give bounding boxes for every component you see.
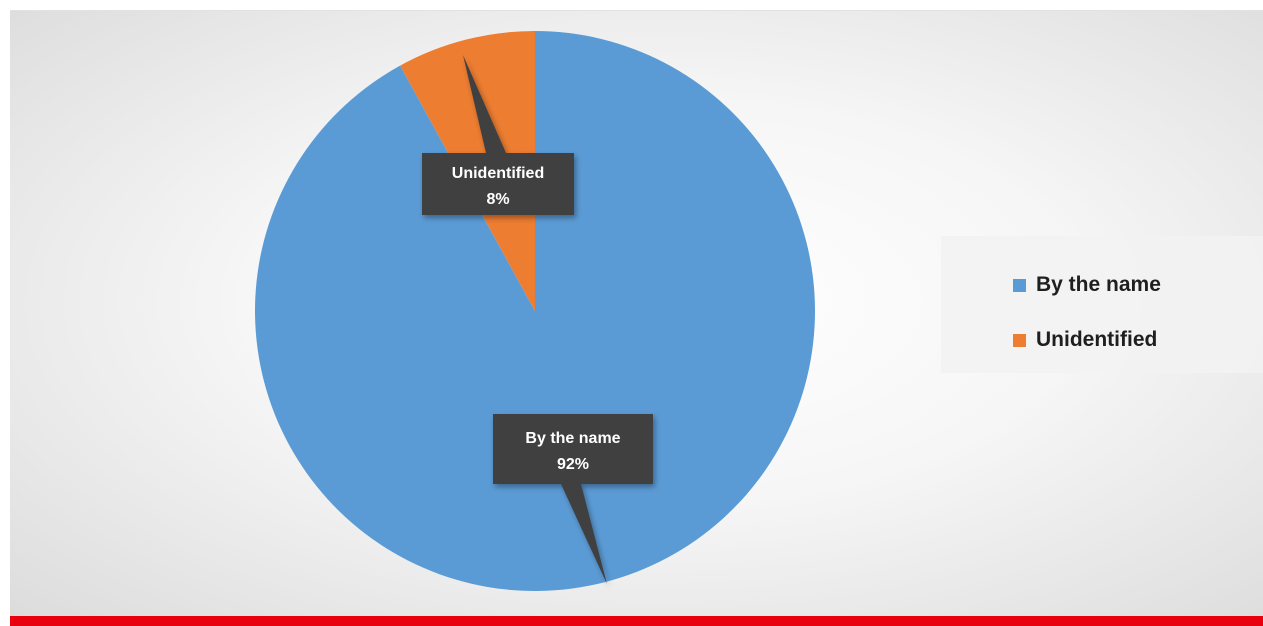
data-labels: By the name 92% Unidentified 8% [422, 55, 653, 584]
data-label-category: Unidentified [452, 165, 544, 182]
data-label-by-the-name [493, 414, 653, 584]
legend: By the name Unidentified [941, 236, 1263, 373]
callout-pointer [561, 484, 607, 584]
legend-swatch-unidentified [1013, 333, 1026, 347]
pie-slices [254, 31, 815, 591]
legend-label: By the name [1036, 273, 1161, 296]
data-label-category: By the name [525, 430, 620, 447]
bottom-accent-bar [10, 616, 1263, 626]
pie-chart: By the name 92% Unidentified 8% [254, 31, 815, 591]
data-label-percent: 8% [486, 191, 509, 208]
chart-area: By the name 92% Unidentified 8% By the name… [10, 10, 1263, 617]
callout-box [422, 153, 574, 215]
legend-item-by-the-name: By the name [1013, 273, 1161, 297]
legend-item-unidentified: Unidentified [1013, 328, 1157, 352]
callout-pointer [463, 55, 506, 153]
data-label-unidentified [422, 55, 574, 215]
legend-swatch-by-the-name [1013, 278, 1026, 292]
legend-label: Unidentified [1036, 328, 1158, 351]
callout-box [493, 414, 653, 484]
data-label-percent: 92% [557, 456, 589, 473]
